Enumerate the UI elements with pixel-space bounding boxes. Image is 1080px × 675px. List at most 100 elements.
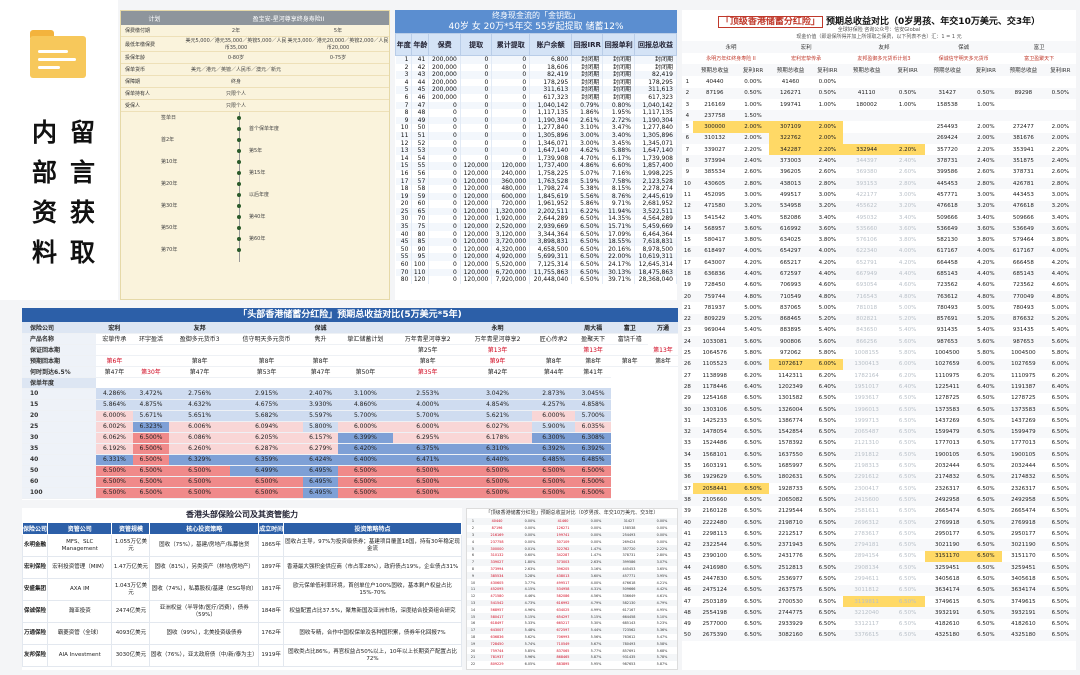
comparison-cell: 1033081 — [692, 336, 737, 348]
comparison-cell: 6.50% — [890, 494, 926, 506]
irr-meta-cell: 隽升 — [303, 333, 338, 345]
mini-cell: 3 — [467, 531, 480, 539]
mini-cell: 216169 — [479, 531, 516, 539]
comparison-cell: 6.50% — [898, 417, 917, 424]
cashflow-cell: 15 — [395, 162, 413, 170]
mini-cell: 3.28% — [515, 572, 545, 580]
comparison-cell: 2492958 — [1002, 494, 1045, 506]
irr-cell: 6.310% — [462, 443, 533, 455]
mini-cell: 373994 — [490, 566, 504, 571]
irr-meta-cell: 挚汇储蓄计划 — [337, 333, 393, 345]
comparison-cell: 1027659 — [1002, 358, 1045, 371]
irr-meta-row: 预期回本期 第6年 第8年 第8年 第8年 第8年 第9年 第8年 第8年 第8年 第8年 — [22, 355, 678, 367]
cashflow-cell: 90 — [411, 245, 430, 254]
mini-cell: 536649 — [622, 594, 636, 599]
comparison-cell: 6.50% — [977, 395, 995, 402]
comparison-cell: 1.00% — [977, 101, 995, 108]
asset-cell: 固收（74%），私募股权/基建（ESG导向） — [149, 578, 260, 601]
comparison-cell: 1.00% — [744, 101, 762, 108]
irr-cell: 4.875% — [132, 399, 170, 411]
cashflow-cell: 25 — [395, 207, 413, 216]
cashflow-cell: 5.56% — [571, 192, 604, 201]
comparison-cell: 693054 — [856, 282, 878, 289]
cashflow-cell: 0 — [428, 169, 461, 178]
comparison-cell: 2769918 — [925, 516, 970, 529]
comparison-cell: 2.40% — [1044, 155, 1076, 167]
comparison-cell: 499517 — [779, 191, 801, 198]
comparison-cell: 4.80% — [1044, 290, 1076, 303]
cashflow-column-header: 回报单利 — [602, 33, 635, 56]
table-row: 友邦保险 AIA Investment 3030亿美元 固收（76%），亚太政府债（中… — [22, 644, 462, 667]
irr-meta-cell: 第47年 — [169, 366, 230, 378]
comparison-cell: 6.50% — [744, 417, 762, 424]
mini-cell: 310132 — [490, 553, 504, 558]
comparison-cell: 2.80% — [811, 177, 843, 190]
mini-cell: 5.15% — [515, 613, 545, 620]
asset-cell: 霸菱资管（全球） — [47, 622, 113, 645]
comparison-cell: 6.50% — [736, 607, 770, 619]
comparison-cell: 3151170 — [925, 550, 970, 563]
irr-cell: 5.671% — [132, 410, 170, 422]
colhead-cell: 预期总收益 — [769, 64, 812, 77]
irr-meta-cell: 富饶千禧 — [611, 333, 648, 345]
comparison-cell: 254493 — [936, 124, 958, 131]
asset-column-header: 资管公司 — [47, 522, 113, 535]
colhead-cell: 复利IRR — [890, 64, 926, 77]
comparison-cell: 2700530 — [778, 598, 803, 605]
cashflow-cell: 120,000 — [491, 162, 531, 170]
comparison-cell: 2696312 — [842, 516, 891, 529]
cashflow-cell: 57 — [411, 177, 430, 186]
mini-cell: 13 — [467, 599, 480, 607]
comparison-cell: 6.50% — [890, 539, 926, 551]
year-cell: 24 — [682, 336, 693, 348]
comparison-cell: 4.00% — [736, 245, 770, 258]
comparison-cell: 0.50% — [890, 87, 926, 99]
table-row: 12 52 0 0 0 1,346,071 3.00% 3.45% 1,345,071 — [395, 139, 677, 148]
timeline-label: 首个保单年度 — [249, 126, 280, 132]
comparison-cell: 4.60% — [818, 282, 837, 289]
asset-cell: 永明金融 — [22, 534, 49, 557]
year-cell: 18 — [682, 268, 693, 280]
comparison-cell: 6.50% — [818, 598, 837, 605]
comparison-cell: 1437269 — [934, 417, 960, 424]
comparison-cell: 3021190 — [925, 539, 970, 551]
comparison-cell: 1542854 — [769, 426, 812, 438]
irr-cell: 6.000% — [392, 421, 463, 433]
year-cell: 8 — [682, 155, 693, 167]
cashflow-cell: 0 — [491, 147, 531, 155]
comparison-cell: 2.80% — [969, 177, 1003, 190]
table-row: 20 759744 4.80% 710549 4.80% 716543 4.80% 76361… — [682, 290, 1076, 303]
comparison-cell: 2371943 — [769, 539, 812, 551]
irr-cell: 6.323% — [132, 421, 170, 433]
promo-char: 留 — [70, 118, 96, 147]
comparison-cell: 6.50% — [818, 530, 837, 537]
cashflow-cell: 1 — [395, 55, 413, 64]
comparison-cell: 2950177 — [1011, 530, 1036, 537]
irr-cell: 6.000% — [532, 410, 575, 422]
comparison-cell: 667949 — [842, 268, 891, 280]
comparison-cell: 3212040 — [842, 607, 891, 619]
cashflow-cell: 7 — [395, 101, 413, 110]
comparison-cell: 2.00% — [811, 132, 843, 145]
mini-cell: 0.00% — [524, 539, 536, 544]
promo-char: 获 — [70, 198, 96, 227]
irr-cell: 6.375% — [392, 443, 463, 455]
table-row: 50 6.500% 6.500% 6.500% 6.499% 6.495% 6.500% 6.… — [22, 465, 678, 477]
comparison-cell: 3.60% — [1044, 223, 1076, 235]
cashflow-cell: 1,647,140 — [529, 147, 573, 155]
cashflow-column-header: 回报总收益 — [633, 33, 677, 56]
irr-cell: 2.407% — [303, 388, 338, 400]
comparison-cell: 780493 — [1012, 304, 1034, 311]
comparison-cell: 2908134 — [842, 562, 891, 574]
cashflow-cell: 1,117,135 — [529, 109, 573, 117]
asset-cell: 1.043万亿美元 — [111, 578, 151, 601]
cashflow-cell: 0 — [460, 71, 493, 79]
irr-cell: 6.495% — [303, 487, 338, 499]
asset-cell: 安盛集团 — [22, 578, 49, 601]
cashflow-cell: 0 — [428, 230, 461, 239]
cashflow-cell: 2,939,669 — [529, 223, 573, 231]
mini-cell: 4.61% — [656, 594, 668, 599]
comparison-cell: 987653 — [925, 336, 970, 348]
cashflow-cell: 3,120,000 — [491, 230, 531, 239]
colhead-cell: 复利IRR — [1044, 64, 1076, 77]
